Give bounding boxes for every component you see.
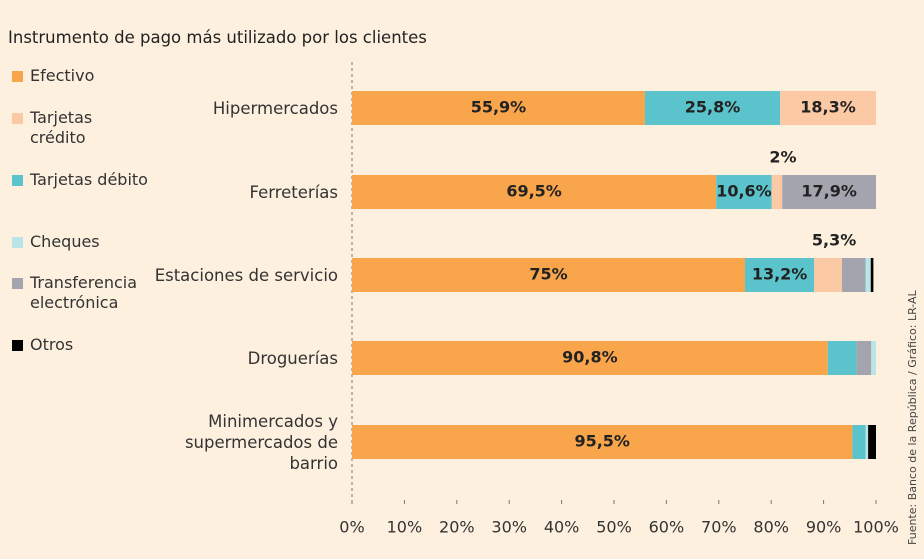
- value-label: 5,3%: [812, 231, 856, 250]
- legend-label: Transferencia electrónica: [30, 273, 138, 312]
- legend-swatch: [12, 278, 23, 289]
- x-tick-label: 80%: [753, 518, 789, 537]
- legend-label: Tarjetas crédito: [30, 108, 93, 147]
- bar-segment: [644, 91, 781, 125]
- legend-swatch: [12, 113, 23, 124]
- category-label: Minimercados y supermercados de barrio: [184, 411, 338, 473]
- legend-label: Otros: [30, 335, 74, 354]
- bar-segment: [870, 258, 874, 292]
- category-label: Ferreterías: [249, 182, 338, 202]
- value-label: 2%: [769, 148, 796, 167]
- category-label: Droguerías: [247, 348, 338, 368]
- legend-label: Cheques: [30, 232, 100, 251]
- legend-swatch: [12, 175, 23, 186]
- bar-segment: [352, 258, 745, 292]
- value-label: 10,6%: [716, 182, 772, 201]
- value-label: 18,3%: [800, 98, 856, 117]
- bar-segment: [716, 175, 772, 209]
- bar-segment: [856, 341, 872, 375]
- bar-segment: [827, 341, 857, 375]
- x-tick-label: 40%: [544, 518, 580, 537]
- category-label: Hipermercados: [212, 98, 338, 118]
- value-label: 55,9%: [471, 98, 527, 117]
- bar-segment: [352, 91, 645, 125]
- x-tick-label: 100%: [853, 518, 899, 537]
- bar-segment: [852, 425, 866, 459]
- value-label: 69,5%: [506, 182, 562, 201]
- x-tick-label: 70%: [701, 518, 737, 537]
- x-tick-label: 60%: [649, 518, 685, 537]
- x-tick-label: 10%: [387, 518, 423, 537]
- bar-segment: [352, 425, 853, 459]
- chart-title: Instrumento de pago más utilizado por lo…: [8, 28, 427, 47]
- bar-segment: [841, 258, 866, 292]
- value-label: 13,2%: [752, 265, 808, 284]
- bar-segment: [352, 341, 828, 375]
- bar-segment: [780, 91, 876, 125]
- bar-segment: [814, 258, 842, 292]
- legend-label: Efectivo: [30, 66, 95, 85]
- x-tick-label: 50%: [596, 518, 632, 537]
- x-tick-label: 90%: [806, 518, 842, 537]
- value-label: 17,9%: [801, 182, 857, 201]
- bar-segment: [868, 425, 876, 459]
- value-label: 25,8%: [685, 98, 741, 117]
- bar-segment: [865, 258, 871, 292]
- x-tick-label: 30%: [491, 518, 527, 537]
- value-label: 75%: [529, 265, 567, 284]
- bar-segment: [865, 425, 869, 459]
- value-label: 90,8%: [562, 348, 618, 367]
- category-label: Estaciones de servicio: [154, 265, 338, 285]
- bar-segment: [771, 175, 783, 209]
- x-tick-label: 20%: [439, 518, 475, 537]
- bar-segment: [352, 175, 717, 209]
- legend-swatch: [12, 237, 23, 248]
- bar-segment: [745, 258, 815, 292]
- bar-segment: [782, 175, 876, 209]
- bar-segment: [871, 341, 876, 375]
- legend-label: Tarjetas débito: [30, 170, 148, 189]
- legend-swatch: [12, 71, 23, 82]
- value-label: 95,5%: [574, 432, 630, 451]
- legend-swatch: [12, 340, 23, 351]
- x-tick-label: 0%: [339, 518, 364, 537]
